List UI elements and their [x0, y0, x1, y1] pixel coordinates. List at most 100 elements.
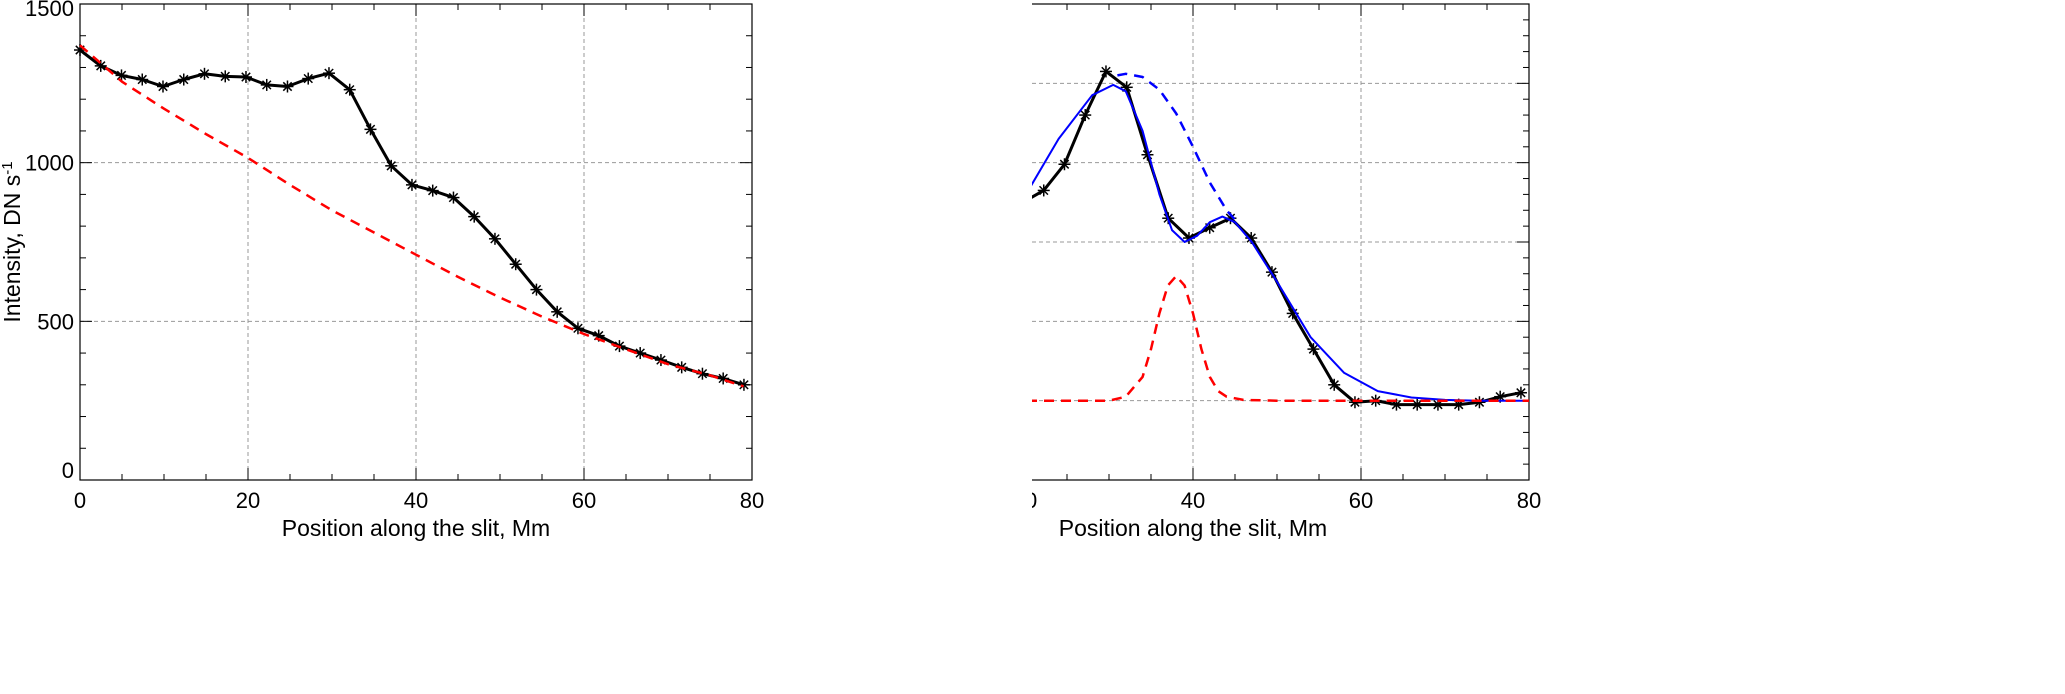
asterisk-stroke: [116, 70, 127, 81]
data-point: [177, 73, 190, 86]
data-point: [737, 378, 750, 391]
x-axis-label: Position along the slit, Mm: [1059, 515, 1327, 541]
asterisk-stroke: [137, 74, 147, 85]
asterisk-stroke: [573, 323, 583, 334]
data-point: [1099, 65, 1112, 78]
asterisk-stroke: [490, 234, 500, 244]
data-point: [1411, 398, 1424, 411]
y-tick-label: 0: [62, 458, 74, 483]
data-point: [260, 78, 273, 91]
data-point: [551, 305, 564, 318]
data-point: [343, 83, 356, 96]
data-point: [156, 80, 169, 93]
data-point: [426, 184, 439, 197]
x-tick-label: 80: [1517, 488, 1541, 513]
asterisk-stroke: [1225, 213, 1236, 223]
y-tick-label: 500: [37, 309, 74, 334]
data-point: [509, 258, 522, 271]
asterisk-stroke: [469, 211, 479, 222]
data-point: [385, 159, 398, 172]
x-tick-label: 40: [404, 488, 428, 513]
asterisk-stroke: [1516, 388, 1526, 398]
asterisk-stroke: [1142, 150, 1153, 160]
x-tick-label: 60: [572, 488, 596, 513]
x-tick-label: 40: [1181, 488, 1205, 513]
data-point: [1514, 386, 1527, 399]
asterisk-stroke: [324, 68, 334, 78]
data-point: [198, 67, 211, 80]
asterisk-stroke: [718, 373, 728, 384]
data-point: [468, 210, 481, 223]
x-axis-label: Position along the slit, Mm: [282, 515, 550, 541]
data-point: [281, 80, 294, 93]
x-tick-label: 60: [1349, 488, 1373, 513]
y-tick-label: 1000: [25, 151, 74, 176]
x-tick-label: 20: [1032, 488, 1037, 513]
asterisk-stroke: [1039, 185, 1049, 196]
asterisk-stroke: [179, 74, 189, 85]
y-axis-label-main: Intensity, DN s: [0, 175, 25, 323]
asterisk-stroke: [303, 73, 313, 84]
asterisk-stroke: [427, 185, 438, 196]
x-tick-label: 80: [740, 488, 764, 513]
data-point: [1473, 396, 1486, 409]
asterisk-stroke: [552, 307, 562, 317]
asterisk-stroke: [407, 180, 417, 190]
series-line-1: [1032, 83, 1529, 402]
asterisk-stroke: [262, 80, 272, 90]
asterisk-stroke: [635, 348, 645, 358]
asterisk-stroke: [241, 72, 251, 82]
data-point: [571, 322, 584, 335]
asterisk-stroke: [220, 71, 230, 82]
asterisk-stroke: [510, 259, 521, 269]
asterisk-stroke: [1101, 66, 1111, 77]
data-point: [219, 70, 232, 83]
data-point: [115, 69, 128, 82]
series-line-3: [1032, 274, 1529, 402]
asterisk-stroke: [1204, 222, 1215, 233]
data-point: [488, 232, 501, 245]
data-point: [136, 73, 149, 86]
asterisk-stroke: [158, 81, 168, 92]
asterisk-stroke: [386, 161, 396, 171]
asterisk-stroke: [365, 124, 376, 135]
data-point: [322, 67, 335, 80]
data-point: [364, 123, 377, 136]
asterisk-stroke: [199, 69, 210, 79]
asterisk-stroke: [1080, 110, 1090, 120]
data-point: [1328, 378, 1341, 391]
asterisk-stroke: [1412, 399, 1422, 410]
series-line-0: [79, 48, 745, 387]
asterisk-stroke: [739, 380, 749, 390]
asterisk-stroke: [1246, 233, 1256, 243]
asterisk-stroke: [448, 192, 459, 203]
asterisk-stroke: [531, 284, 542, 295]
asterisk-stroke: [1329, 380, 1339, 390]
data-point: [717, 372, 730, 385]
asterisk-stroke: [96, 61, 106, 71]
data-point: [696, 367, 709, 380]
y-tick-label: 1500: [25, 0, 74, 21]
y-axis-label-superscript: -1: [0, 161, 16, 174]
data-point: [1058, 158, 1071, 171]
data-point: [1079, 109, 1092, 122]
data-point: [530, 283, 543, 296]
data-point: [239, 70, 252, 83]
x-tick-label: 20: [236, 488, 260, 513]
data-point: [1307, 343, 1320, 356]
data-point: [302, 72, 315, 85]
asterisk-stroke: [1308, 344, 1319, 354]
asterisk-stroke: [697, 368, 708, 379]
asterisk-stroke: [1059, 159, 1070, 169]
data-point: [405, 178, 418, 191]
series-line-1: [79, 44, 744, 388]
x-tick-label: 0: [74, 488, 86, 513]
data-point: [447, 191, 460, 204]
data-point: [1348, 396, 1361, 409]
asterisk-stroke: [344, 84, 355, 95]
asterisk-stroke: [1474, 397, 1485, 407]
data-point: [1037, 184, 1050, 197]
chart-left: 0 20 40 60 80 0 500 1000 1500 Position along the …: [0, 0, 764, 541]
asterisk-stroke: [282, 81, 293, 92]
